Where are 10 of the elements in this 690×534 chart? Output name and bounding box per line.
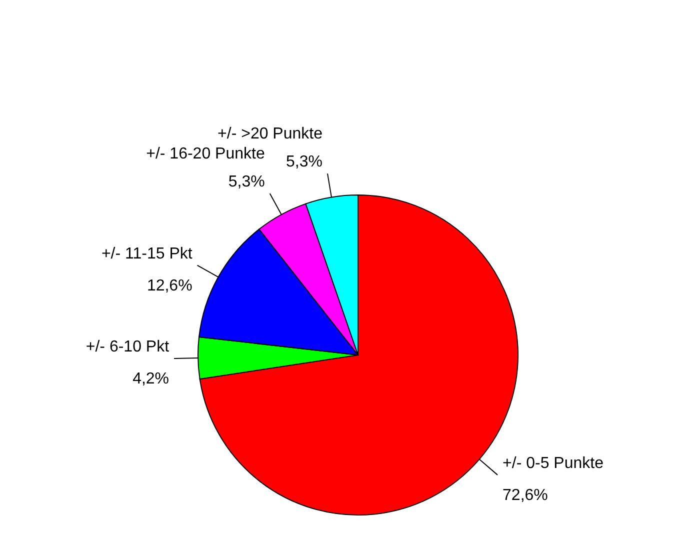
slice-label: +/- >20 Punkte	[218, 126, 323, 143]
data-label: 4,2%	[132, 370, 170, 388]
data-label: 72,6%	[502, 486, 548, 504]
data-label: 5,3%	[286, 154, 323, 171]
data-label: 12,6%	[146, 277, 192, 294]
slice-label: +/- 6-10 Pkt	[86, 338, 170, 356]
slice-label: +/- 11-15 Pkt	[101, 245, 193, 262]
slice-label: +/- 16-20 Punkte	[146, 145, 265, 162]
data-label: 5,3%	[228, 173, 265, 190]
slice-label: +/- 0-5 Punkte	[502, 454, 604, 472]
